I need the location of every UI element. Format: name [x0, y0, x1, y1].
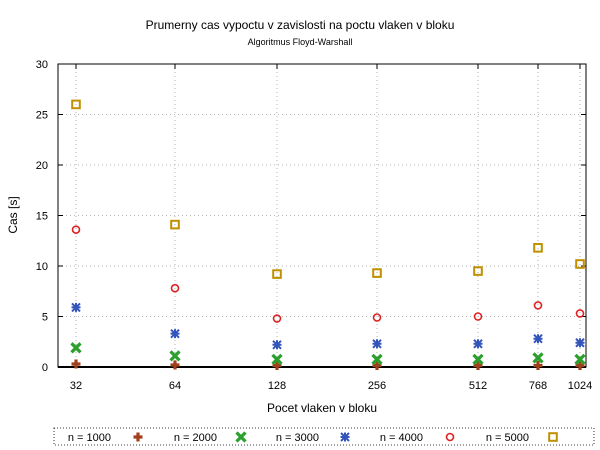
- data-point: [371, 353, 383, 366]
- data-point: [70, 342, 82, 354]
- data-point: [472, 353, 484, 366]
- x-tick-label: 128: [268, 380, 286, 392]
- y-tick-label: 10: [36, 261, 48, 273]
- data-point: [473, 312, 483, 321]
- data-point: [271, 353, 283, 366]
- data-point: [170, 283, 180, 293]
- data-point: [169, 350, 181, 362]
- legend-item: n = 1000: [68, 432, 143, 444]
- data-point: [272, 340, 282, 350]
- chart-title: Prumerny cas vypoctu v zavislosti na poc…: [146, 18, 455, 32]
- x-tick-label: 1024: [568, 380, 592, 392]
- chart-subtitle: Algoritmus Floyd-Warshall: [248, 37, 353, 47]
- series-3: [71, 302, 585, 350]
- series-4: [71, 225, 585, 323]
- data-point: [170, 219, 180, 230]
- data-point: [575, 338, 585, 348]
- x-tick-label: 64: [169, 380, 181, 392]
- series-2: [70, 342, 586, 366]
- grid: [58, 64, 586, 367]
- y-tick-label: 25: [36, 110, 48, 122]
- legend-label: n = 1000: [68, 432, 111, 444]
- legend-item: n = 4000: [380, 432, 455, 444]
- data-point: [372, 268, 382, 278]
- x-tick-label: 512: [469, 380, 487, 392]
- data-point: [533, 360, 543, 370]
- data-point: [575, 309, 585, 318]
- y-axis-label: Cas [s]: [6, 196, 20, 233]
- data-point: [532, 352, 544, 364]
- data-point: [71, 225, 81, 234]
- legend-item: n = 5000: [486, 432, 558, 444]
- data-point: [71, 302, 81, 313]
- legend-label: n = 5000: [486, 432, 529, 444]
- legend: n = 1000 n = 2000 n = 3000 n = 4000 n = 5000: [68, 431, 558, 444]
- legend-marker: [548, 432, 558, 442]
- y-tick-label: 30: [36, 59, 48, 71]
- y-tick-label: 20: [36, 160, 48, 172]
- data-series: [70, 99, 586, 370]
- series-1: [71, 359, 585, 370]
- data-point: [272, 314, 282, 323]
- axis-ticks: 0 5 10 15 20 25 30 32 64 128 256 512 768 1024: [36, 59, 592, 392]
- legend-item: n = 3000: [276, 432, 350, 444]
- data-point: [272, 269, 282, 279]
- data-point: [533, 243, 543, 253]
- legend-marker: [340, 432, 350, 442]
- x-axis-label: Pocet vlaken v bloku: [267, 401, 377, 415]
- data-point: [473, 339, 483, 349]
- data-point: [170, 328, 180, 339]
- data-point: [372, 313, 382, 322]
- series-5: [71, 99, 585, 279]
- legend-marker: [235, 431, 247, 443]
- y-tick-label: 5: [42, 312, 48, 324]
- data-point: [575, 360, 585, 370]
- y-tick-label: 15: [36, 211, 48, 223]
- legend-label: n = 3000: [276, 432, 319, 444]
- data-point: [473, 360, 483, 370]
- legend-item: n = 2000: [174, 431, 247, 444]
- legend-marker: [133, 432, 143, 442]
- data-point: [574, 353, 586, 366]
- data-point: [71, 359, 81, 369]
- x-tick-label: 32: [70, 380, 82, 392]
- x-tick-label: 256: [368, 380, 386, 392]
- data-point: [272, 360, 282, 370]
- data-point: [533, 301, 543, 310]
- legend-box: [53, 427, 595, 446]
- data-point: [372, 360, 382, 370]
- y-tick-label: 0: [42, 362, 48, 374]
- data-point: [473, 266, 483, 276]
- data-point: [533, 334, 543, 344]
- data-point: [372, 339, 382, 349]
- x-tick-label: 768: [529, 380, 547, 392]
- data-point: [575, 259, 585, 269]
- legend-label: n = 4000: [380, 432, 423, 444]
- data-point: [170, 360, 180, 370]
- legend-label: n = 2000: [174, 432, 217, 444]
- data-point: [71, 99, 81, 110]
- legend-marker: [445, 432, 455, 442]
